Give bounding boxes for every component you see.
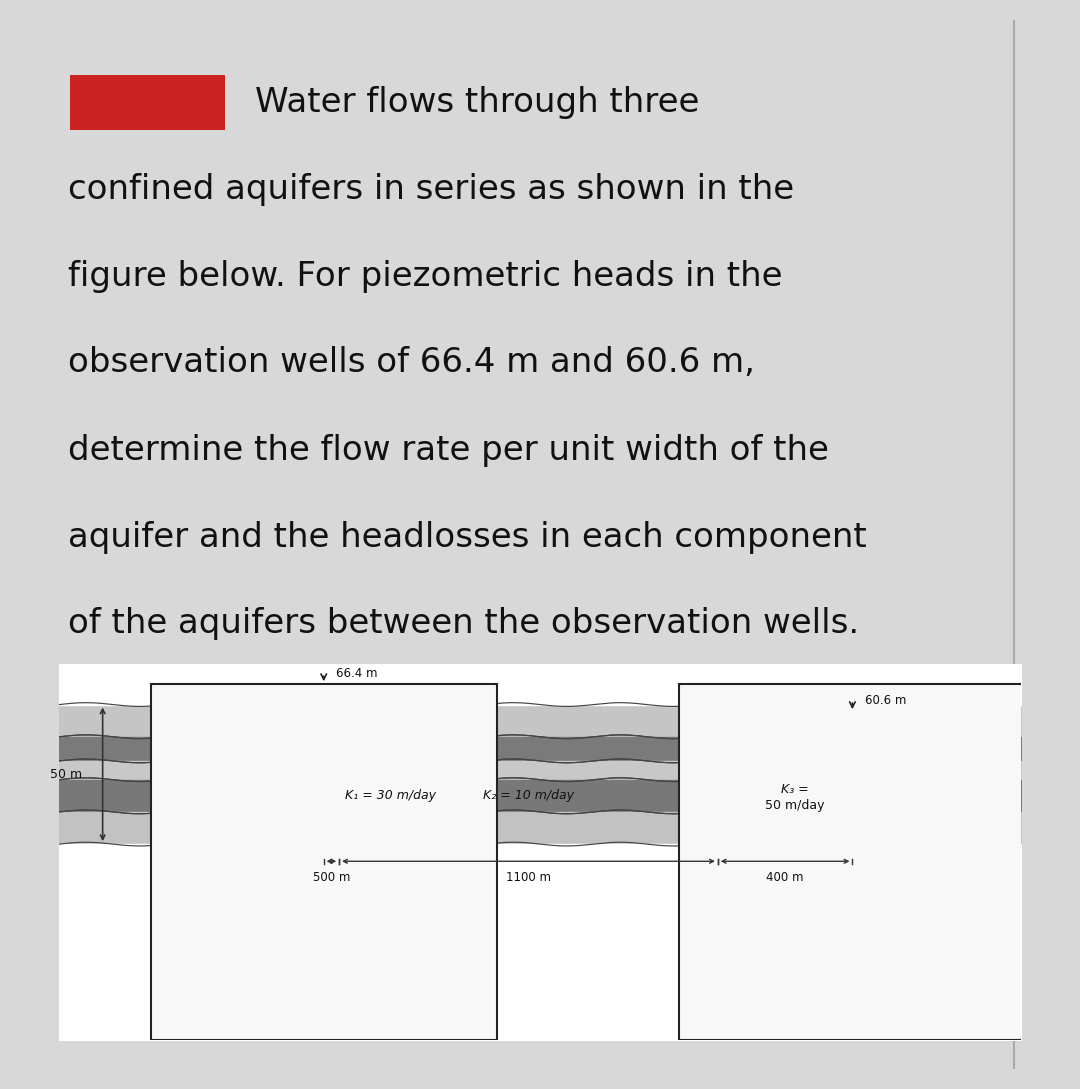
Text: determine the flow rate per unit width of the: determine the flow rate per unit width o… xyxy=(68,433,829,466)
Text: 50 m/day: 50 m/day xyxy=(765,799,824,812)
Text: K₁ = 30 m/day: K₁ = 30 m/day xyxy=(345,790,436,803)
Text: figure below. For piezometric heads in the: figure below. For piezometric heads in t… xyxy=(68,260,783,293)
Text: 50 m: 50 m xyxy=(50,768,82,781)
Text: confined aquifers in series as shown in the: confined aquifers in series as shown in … xyxy=(68,173,794,206)
Text: K₂ = 10 m/day: K₂ = 10 m/day xyxy=(483,790,573,803)
Text: Water flows through three: Water flows through three xyxy=(255,86,700,119)
Text: 400 m: 400 m xyxy=(767,871,804,884)
Text: 500 m: 500 m xyxy=(313,871,350,884)
Bar xyxy=(679,684,1025,1040)
Text: K₃ =: K₃ = xyxy=(781,783,809,796)
Text: 66.4 m: 66.4 m xyxy=(336,666,378,680)
Bar xyxy=(70,75,225,130)
Bar xyxy=(151,684,497,1040)
Text: 1100 m: 1100 m xyxy=(505,871,551,884)
Text: observation wells of 66.4 m and 60.6 m,: observation wells of 66.4 m and 60.6 m, xyxy=(68,346,755,379)
Text: 60.6 m: 60.6 m xyxy=(865,694,906,707)
Text: of the aquifers between the observation wells.: of the aquifers between the observation … xyxy=(68,607,860,639)
Text: aquifer and the headlosses in each component: aquifer and the headlosses in each compo… xyxy=(68,521,867,553)
